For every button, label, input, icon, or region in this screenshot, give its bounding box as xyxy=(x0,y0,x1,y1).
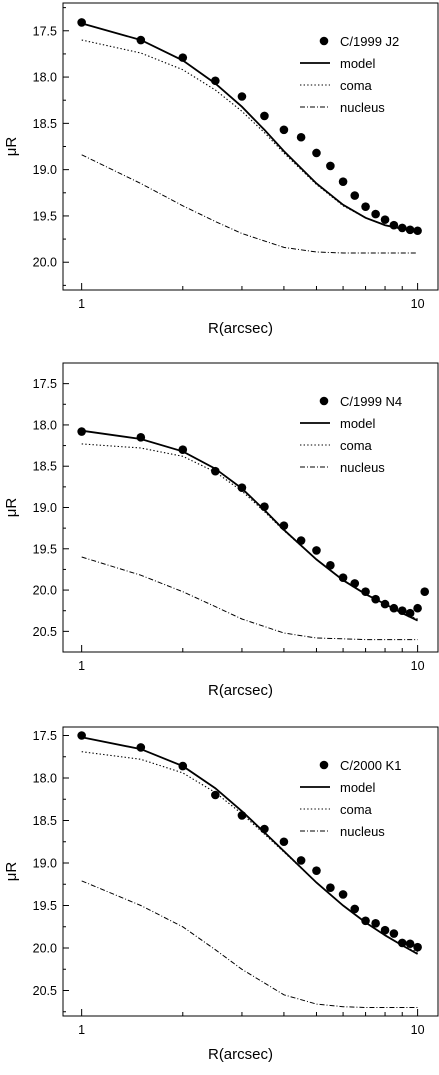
x-tick-label: 10 xyxy=(411,1023,425,1037)
y-tick-label: 18.0 xyxy=(33,71,57,85)
series-model-curve xyxy=(81,22,418,232)
y-tick-label: 20.5 xyxy=(33,625,57,639)
legend-marker xyxy=(319,396,329,406)
series-coma-curve xyxy=(81,39,418,232)
y-tick-label: 17.5 xyxy=(33,24,57,38)
series-nucleus-curve xyxy=(81,556,418,641)
x-tick-label: 10 xyxy=(411,297,425,311)
data-point xyxy=(380,925,390,935)
y-tick-label: 19.0 xyxy=(33,163,57,177)
data-point xyxy=(380,215,390,224)
y-tick-label: 18.5 xyxy=(33,460,57,474)
data-point xyxy=(350,904,360,914)
y-tick-label: 19.5 xyxy=(33,899,57,913)
legend-label: nucleus xyxy=(340,824,385,839)
chart-panel-1: 17.5 18.0 18.5 19.0 19.5 20.0 1 10 R(arcsec) μR C/… xyxy=(3,2,439,337)
y-tick-label: 18.5 xyxy=(33,117,57,131)
legend-label: model xyxy=(340,780,376,795)
legend-marker xyxy=(319,760,329,770)
legend-label: nucleus xyxy=(340,100,385,115)
data-point xyxy=(279,125,289,135)
legend-label: coma xyxy=(340,802,373,817)
legend-label: C/1999 N4 xyxy=(340,394,402,409)
x-tick-label: 1 xyxy=(78,297,85,311)
y-tick-label: 20.0 xyxy=(33,584,57,598)
y-tick-label: 18.5 xyxy=(33,814,57,828)
legend-label: nucleus xyxy=(340,460,385,475)
data-point xyxy=(260,111,269,121)
data-point xyxy=(413,226,422,236)
series-coma-curve xyxy=(81,443,418,620)
data-point xyxy=(397,223,407,233)
legend-label: coma xyxy=(340,78,373,93)
y-tick-label: 20.0 xyxy=(33,256,57,270)
x-axis-label: R(arcsec) xyxy=(208,320,273,337)
y-tick-label: 19.5 xyxy=(33,542,57,556)
data-point xyxy=(371,209,380,219)
legend-label: model xyxy=(340,416,376,431)
legend-label: C/1999 J2 xyxy=(340,34,399,49)
x-axis-label: R(arcsec) xyxy=(208,682,273,699)
y-tick-label: 20.0 xyxy=(33,942,57,956)
chart-panel-3: 17.5 18.0 18.5 19.0 19.5 20.0 20.5 1 10 R(arcsec)… xyxy=(3,726,439,1063)
series-coma-curve xyxy=(81,751,418,953)
data-point xyxy=(312,866,321,875)
data-point xyxy=(361,202,370,211)
data-point xyxy=(405,939,415,949)
x-tick-label: 1 xyxy=(78,1023,85,1037)
y-axis-label: μR xyxy=(3,862,20,882)
legend-label: C/2000 K1 xyxy=(340,758,401,773)
data-point xyxy=(296,132,306,142)
legend-marker xyxy=(319,36,329,46)
series-model-curve xyxy=(81,429,418,622)
data-point xyxy=(77,18,86,27)
y-tick-label: 17.5 xyxy=(33,729,57,743)
x-tick-label: 1 xyxy=(78,659,85,673)
y-tick-label: 20.5 xyxy=(33,984,57,998)
data-point xyxy=(338,177,348,186)
data-point xyxy=(338,890,348,899)
y-tick-label: 18.0 xyxy=(33,418,57,432)
y-tick-label: 19.5 xyxy=(33,209,57,223)
data-point xyxy=(371,919,380,928)
data-point xyxy=(413,603,422,613)
y-axis-label: μR xyxy=(3,498,20,518)
y-tick-label: 19.0 xyxy=(33,501,57,515)
data-point xyxy=(326,883,335,892)
x-axis-label: R(arcsec) xyxy=(208,1046,273,1063)
data-point xyxy=(338,573,348,582)
legend-label: model xyxy=(340,56,376,71)
data-point xyxy=(296,856,306,865)
y-tick-label: 18.0 xyxy=(33,772,57,786)
data-point xyxy=(350,191,360,200)
chart-panel-2: 17.5 18.0 18.5 19.0 19.5 20.0 20.5 1 10 R(arcsec)… xyxy=(3,362,439,699)
x-tick-label: 10 xyxy=(411,659,425,673)
data-point xyxy=(312,546,321,555)
series-nucleus-curve xyxy=(81,154,418,254)
data-point xyxy=(420,587,430,597)
data-point xyxy=(211,790,220,800)
data-point xyxy=(237,92,247,101)
data-point xyxy=(312,148,321,158)
data-point xyxy=(389,929,399,938)
y-axis-label: μR xyxy=(3,137,20,157)
legend-label: coma xyxy=(340,438,373,453)
plot-frame xyxy=(62,726,439,1017)
data-point xyxy=(326,161,335,171)
data-point xyxy=(413,942,422,952)
y-tick-label: 19.0 xyxy=(33,857,57,871)
data-point xyxy=(279,837,289,847)
data-point xyxy=(326,561,335,570)
series-nucleus-curve xyxy=(81,880,418,1008)
y-tick-label: 17.5 xyxy=(33,377,57,391)
